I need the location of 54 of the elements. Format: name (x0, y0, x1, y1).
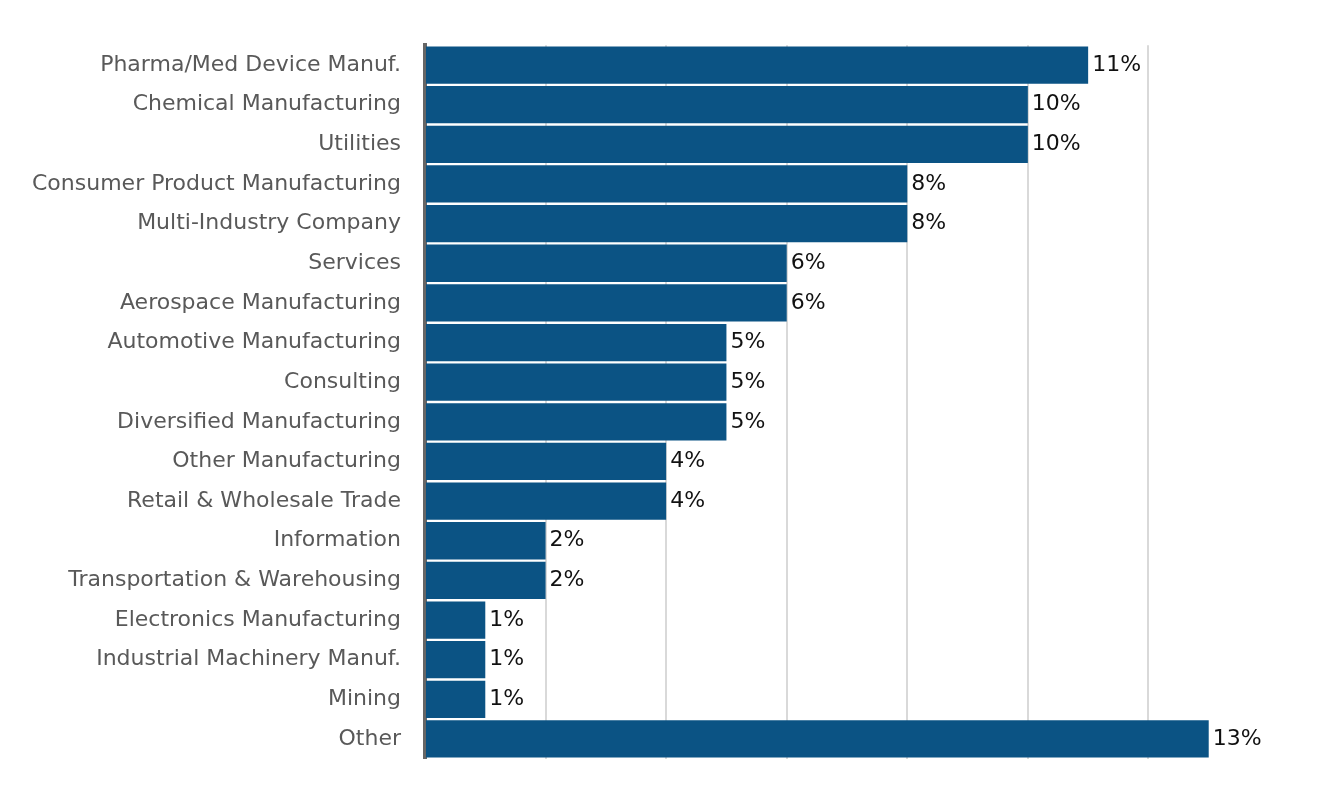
data-label: 2% (549, 526, 585, 552)
bar (426, 86, 1028, 124)
y-tick-label: Mining (327, 685, 401, 711)
y-tick-label: Utilities (318, 130, 401, 156)
data-label: 4% (670, 447, 706, 473)
y-tick-label: Retail & Wholesale Trade (127, 486, 401, 512)
y-tick-label: Industrial Machinery Manuf. (96, 645, 401, 671)
data-label: 1% (489, 685, 525, 711)
y-tick-label: Electronics Manufacturing (114, 605, 401, 631)
data-label: 5% (730, 328, 766, 354)
y-tick-label: Chemical Manufacturing (132, 90, 401, 116)
bar (426, 125, 1028, 163)
bar (426, 561, 546, 600)
y-tick-label: Diversified Manufacturing (117, 407, 401, 433)
data-label: 10% (1031, 130, 1081, 156)
bar (426, 482, 667, 520)
bar (426, 522, 546, 560)
data-label: 4% (670, 486, 706, 512)
y-tick-label: Aerospace Manufacturing (119, 288, 401, 314)
data-label: 6% (790, 248, 826, 274)
bar (426, 165, 908, 203)
bar (426, 323, 727, 362)
y-tick-label: Transportation & Warehousing (67, 566, 401, 592)
data-label: 5% (730, 407, 766, 433)
bar (426, 46, 1089, 84)
y-tick-label: Automotive Manufacturing (107, 328, 401, 354)
data-label: 10% (1031, 90, 1081, 116)
bar (426, 601, 486, 639)
bar (426, 680, 486, 718)
y-tick-label: Consulting (284, 367, 401, 393)
bar (426, 363, 727, 401)
y-tick-label: Multi-Industry Company (137, 209, 401, 235)
y-tick-label: Other Manufacturing (172, 447, 401, 473)
data-label: 1% (489, 645, 525, 671)
bar (426, 403, 727, 441)
data-label: 8% (911, 169, 947, 195)
bar (426, 442, 667, 481)
data-label: 2% (549, 566, 585, 592)
bar (426, 284, 787, 322)
y-tick-label: Services (308, 248, 401, 274)
data-label: 11% (1092, 50, 1142, 76)
bar (426, 641, 486, 679)
data-label: 6% (790, 288, 826, 314)
y-tick-label: Pharma/Med Device Manuf. (100, 50, 401, 76)
y-tick-label: Other (338, 724, 402, 750)
data-label: 1% (489, 605, 525, 631)
y-tick-label: Information (273, 526, 401, 552)
data-label: 8% (911, 209, 947, 235)
bar (426, 720, 1209, 758)
bar (426, 244, 787, 282)
data-label: 13% (1212, 724, 1262, 750)
data-label: 5% (730, 367, 766, 393)
bar (426, 204, 908, 243)
y-tick-label: Consumer Product Manufacturing (31, 169, 401, 195)
